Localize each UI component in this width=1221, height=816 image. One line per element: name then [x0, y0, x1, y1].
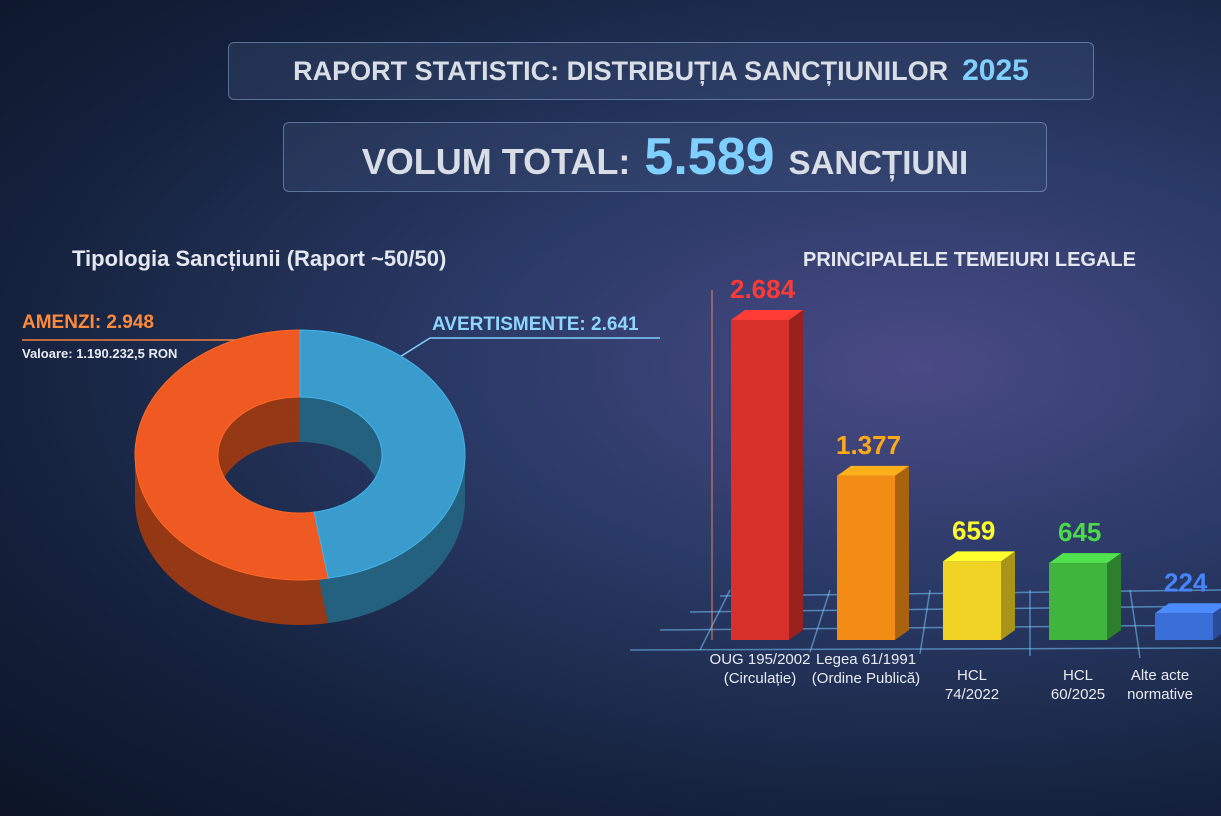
value-label: 2.684 — [730, 274, 796, 304]
pie-label: AMENZI: 2.948 — [22, 312, 154, 333]
pie-label: AVERTISMENTE: 2.641 — [432, 314, 639, 335]
page: RAPORT STATISTIC: DISTRIBUȚIA SANCȚIUNIL… — [0, 0, 1221, 816]
bar — [731, 320, 789, 640]
bar-side — [895, 466, 909, 640]
value-label: 1.377 — [836, 430, 901, 460]
x-tick-label: Alte acte normative — [1095, 666, 1221, 704]
bar — [837, 476, 895, 640]
bar — [1155, 613, 1213, 640]
chart-title: PRINCIPALELE TEMEIURI LEGALE — [803, 249, 1136, 271]
bar-side — [1107, 553, 1121, 640]
floor-grid — [630, 290, 1221, 658]
bar-side — [789, 310, 803, 640]
annotation: Valoare: 1.190.232,5 RON — [22, 346, 177, 361]
value-label: 659 — [952, 515, 995, 545]
bar — [943, 561, 1001, 640]
chart-title: Tipologia Sancțiunii (Raport ~50/50) — [72, 246, 446, 271]
bar-top — [1155, 603, 1221, 613]
leader — [395, 338, 660, 360]
value-label: 224 — [1164, 567, 1208, 597]
bar-side — [1001, 551, 1015, 640]
value-label: 645 — [1058, 517, 1101, 547]
bar — [1049, 563, 1107, 640]
